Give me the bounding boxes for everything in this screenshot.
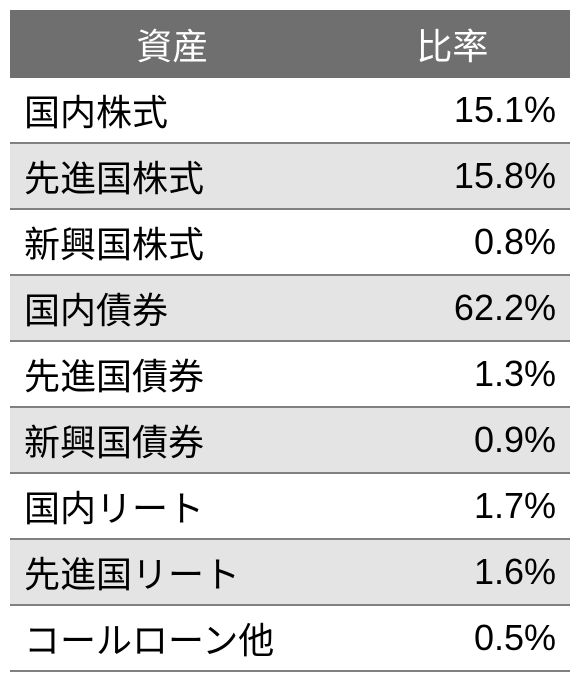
table-row: 先進国債券 1.3% — [10, 341, 570, 407]
table-row: 先進国リート 1.6% — [10, 539, 570, 605]
asset-allocation-table-container: 資産 比率 国内株式 15.1% 先進国株式 15.8% 新興国株式 0.8% … — [10, 10, 570, 672]
table-row: 国内債券 62.2% — [10, 275, 570, 341]
cell-ratio: 15.8% — [335, 143, 570, 209]
cell-asset: 先進国リート — [10, 539, 335, 605]
asset-allocation-table: 資産 比率 国内株式 15.1% 先進国株式 15.8% 新興国株式 0.8% … — [10, 10, 570, 672]
cell-ratio: 1.3% — [335, 341, 570, 407]
cell-ratio: 1.6% — [335, 539, 570, 605]
table-header-row: 資産 比率 — [10, 11, 570, 77]
table-row: コールローン他 0.5% — [10, 605, 570, 671]
cell-ratio: 62.2% — [335, 275, 570, 341]
column-header-ratio: 比率 — [335, 11, 570, 77]
cell-asset: 新興国株式 — [10, 209, 335, 275]
cell-ratio: 0.5% — [335, 605, 570, 671]
cell-ratio: 0.8% — [335, 209, 570, 275]
cell-asset: 先進国債券 — [10, 341, 335, 407]
cell-ratio: 15.1% — [335, 77, 570, 143]
table-row: 先進国株式 15.8% — [10, 143, 570, 209]
column-header-asset: 資産 — [10, 11, 335, 77]
cell-ratio: 1.7% — [335, 473, 570, 539]
table-row: 国内株式 15.1% — [10, 77, 570, 143]
cell-asset: 国内株式 — [10, 77, 335, 143]
cell-ratio: 0.9% — [335, 407, 570, 473]
cell-asset: 国内リート — [10, 473, 335, 539]
cell-asset: コールローン他 — [10, 605, 335, 671]
cell-asset: 国内債券 — [10, 275, 335, 341]
cell-asset: 先進国株式 — [10, 143, 335, 209]
table-row: 新興国株式 0.8% — [10, 209, 570, 275]
table-row: 新興国債券 0.9% — [10, 407, 570, 473]
table-row: 国内リート 1.7% — [10, 473, 570, 539]
cell-asset: 新興国債券 — [10, 407, 335, 473]
